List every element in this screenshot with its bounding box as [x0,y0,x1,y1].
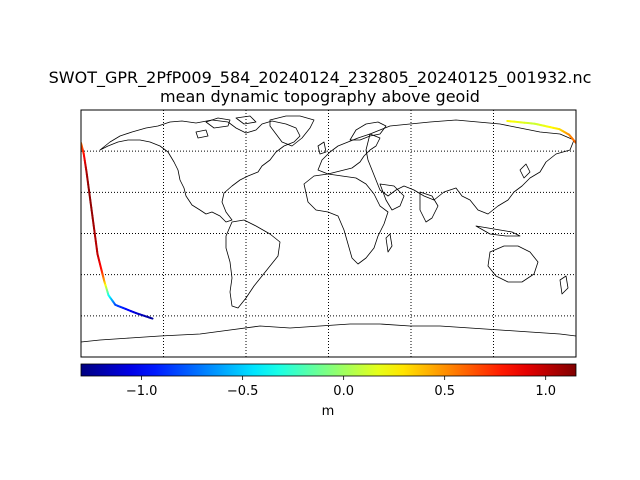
coastlines [81,115,576,343]
coastline-australia [487,245,539,283]
colorbar-gradient [80,363,577,377]
coastline-indonesia [475,225,521,237]
coastline-british-isles [317,141,327,155]
coastline-antarctica [81,323,576,343]
coastline-japan [519,163,531,179]
map-panel [80,109,577,358]
coastline-arctic-islands [195,115,257,139]
colorbar-label: m [322,404,335,419]
satellite-track [81,119,576,320]
colorbar: −1.0 −0.5 0.0 0.5 1.0 m [80,363,577,419]
colorbar-tick-label: −1.0 [126,384,158,399]
coastline-south-america [225,219,281,309]
coastline-greenland [269,115,315,147]
track-segment [149,316,154,320]
coastline-north-america [99,119,301,223]
chart-subtitle: mean dynamic topography above geoid [160,87,480,106]
chart-title: SWOT_GPR_2PfP009_584_20240124_232805_202… [48,68,592,87]
coastline-india [419,191,439,223]
colorbar-ticks: −1.0 −0.5 0.0 0.5 1.0 [126,376,556,399]
colorbar-tick-label: 0.5 [434,384,455,399]
coastline-africa [303,173,389,265]
coastline-scandinavia [349,121,387,141]
colorbar-tick-label: 0.0 [333,384,354,399]
coastline-asia [365,119,575,215]
coastline-madagascar [385,233,393,253]
coastline-arabia [379,183,405,211]
coastline-europe [317,133,381,175]
coastline-new-zealand [559,275,569,295]
gridlines [81,110,576,357]
map-frame [80,109,577,358]
colorbar-tick-label: −0.5 [227,384,259,399]
colorbar-tick-label: 1.0 [535,384,556,399]
